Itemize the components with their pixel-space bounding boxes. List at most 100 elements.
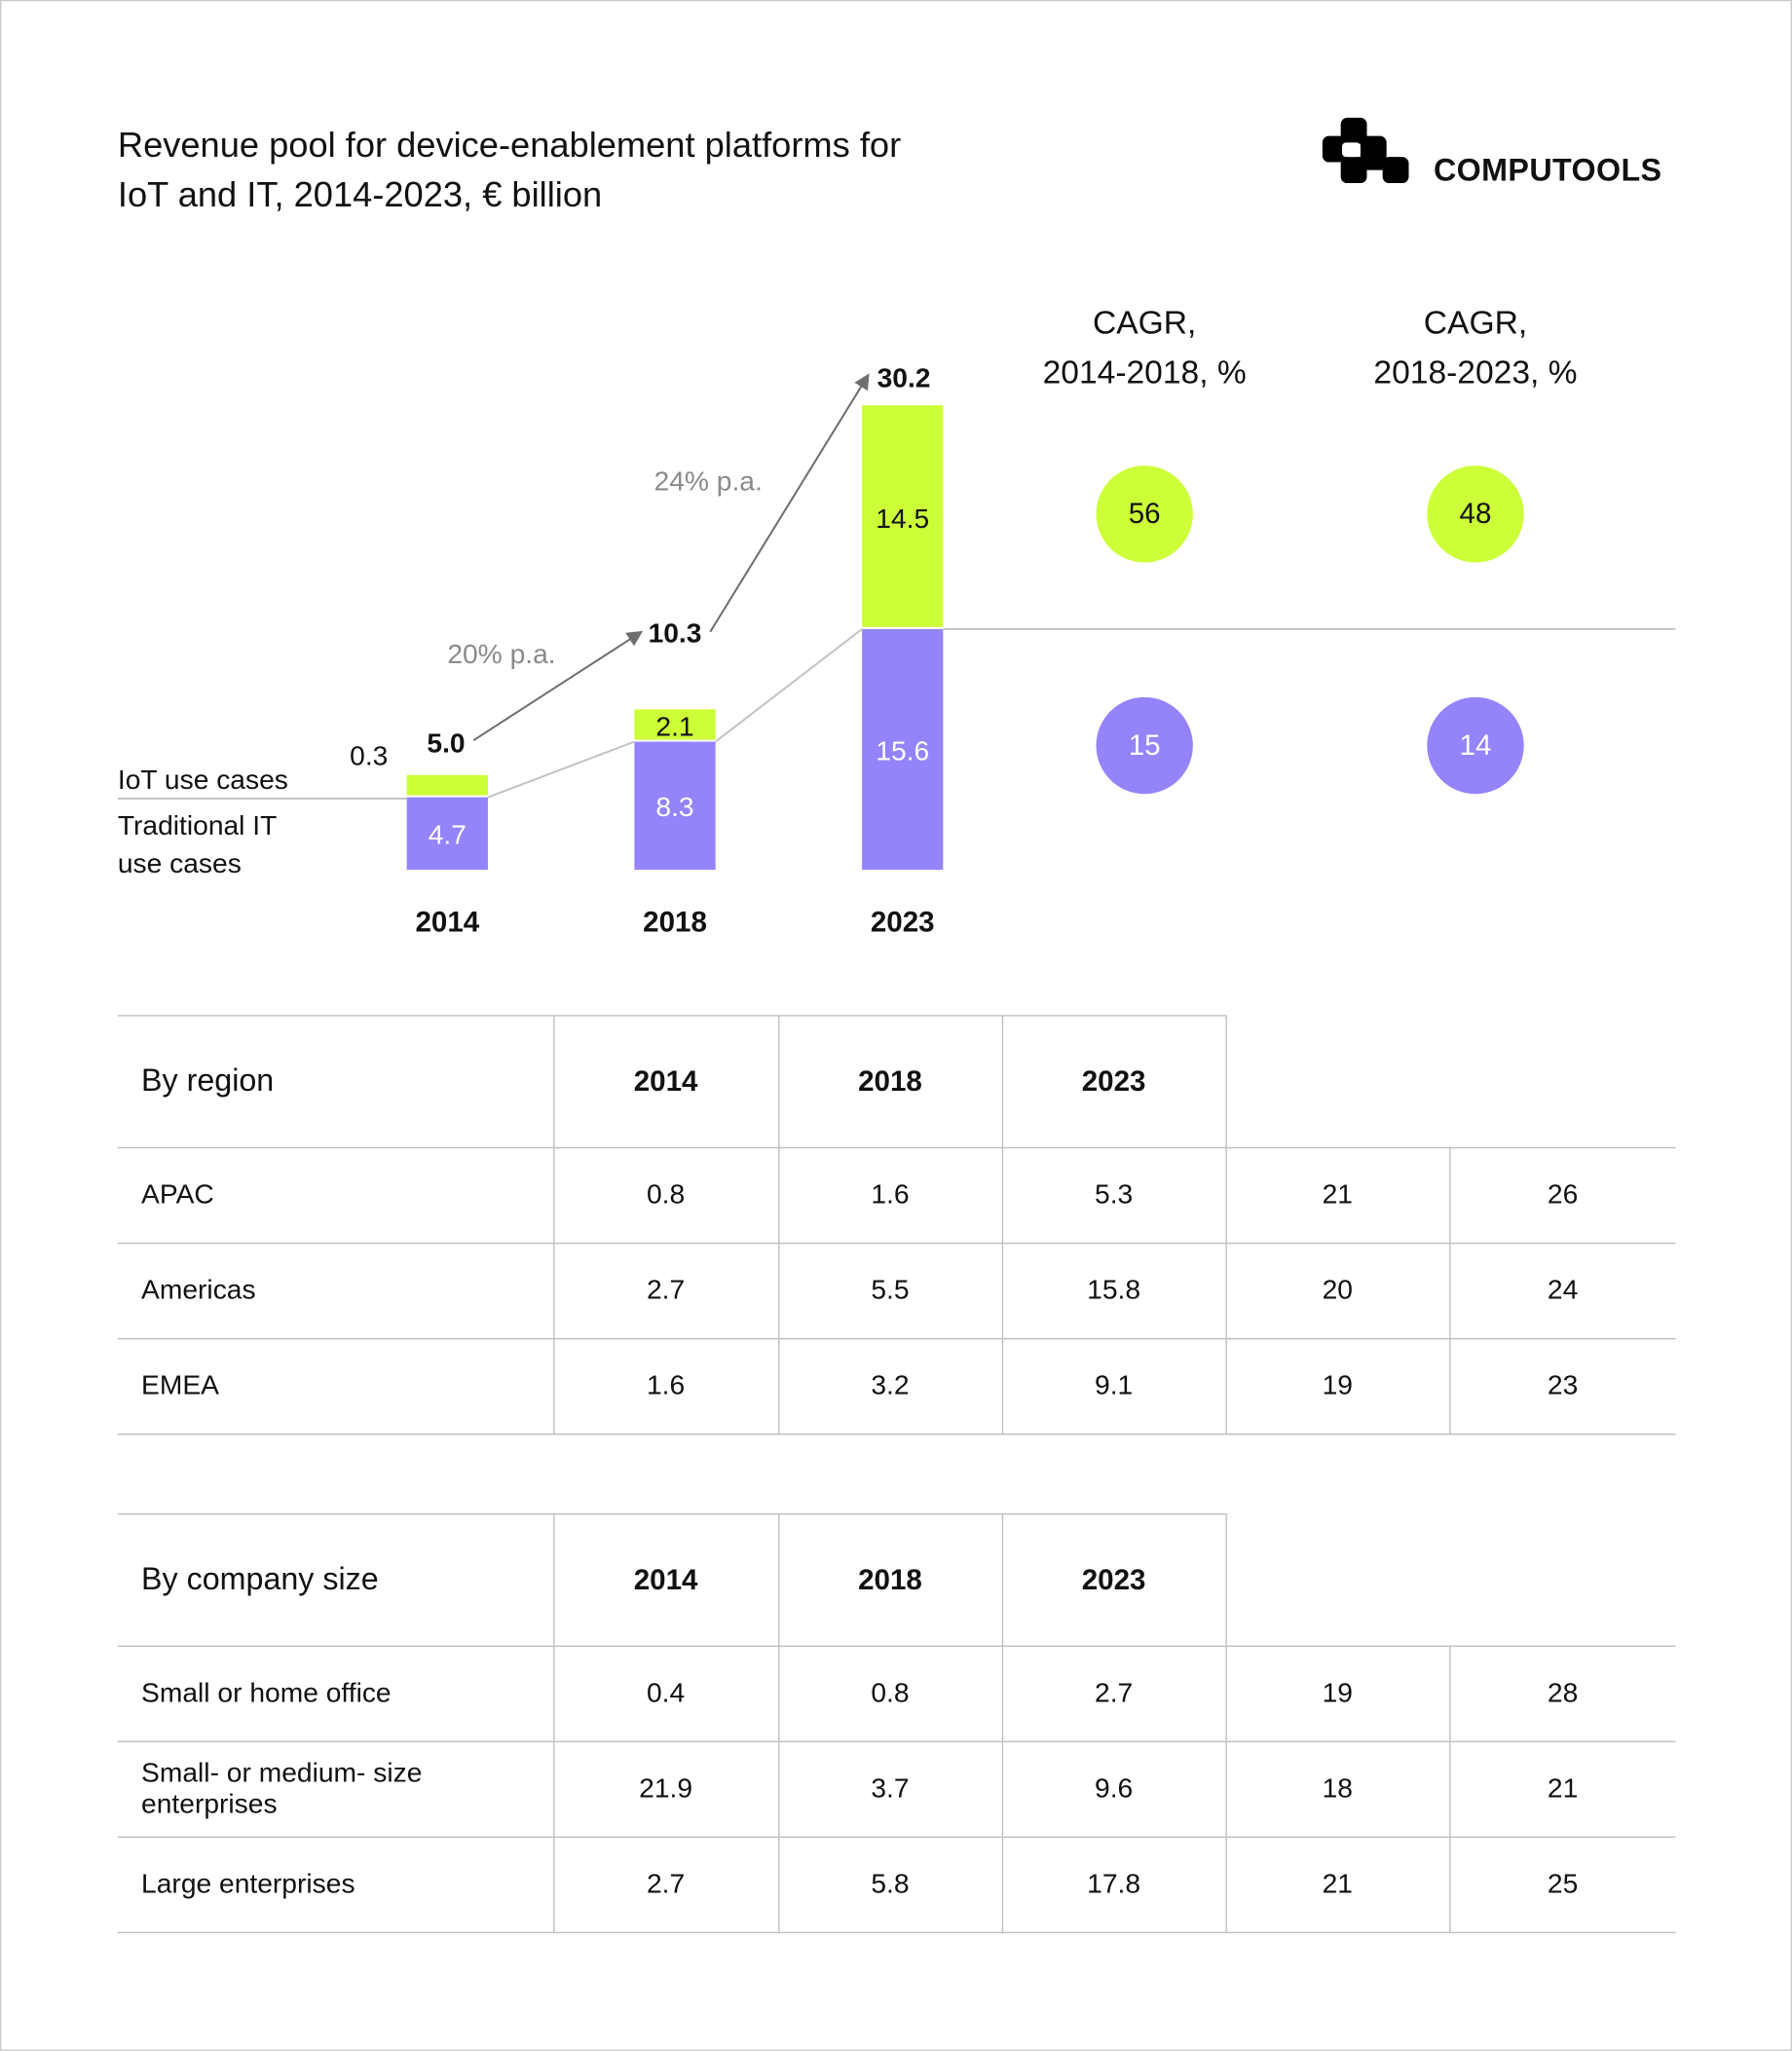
bar-traditional-it (862, 628, 944, 871)
table-cell: 9.1 (1001, 1338, 1226, 1436)
table-cell: 2.7 (1001, 1646, 1226, 1742)
growth-arrow (709, 373, 870, 633)
x-tick-label: 2018 (643, 906, 707, 938)
table-cell: 26 (1448, 1147, 1676, 1245)
x-tick-label: 2014 (415, 906, 479, 938)
table-row: Small or home office 0.4 0.8 2.7 19 28 (117, 1646, 1676, 1742)
table-cell: 3.2 (777, 1338, 1002, 1436)
bar-traditional-it (406, 797, 488, 871)
cagr-iot-2014-2018: 56 (1096, 466, 1193, 563)
table-header-cell: By region (117, 1015, 554, 1149)
table-cell: 2.7 (552, 1837, 779, 1934)
row-label: Americas (117, 1243, 554, 1340)
bar-iot (406, 774, 488, 796)
table-row: Large enterprises 2.7 5.8 17.8 21 25 (117, 1837, 1676, 1934)
computools-logo-icon (1322, 117, 1409, 184)
connector-line (487, 740, 635, 799)
table-header-cell: 2023 (1001, 1512, 1226, 1647)
legend-iot: IoT use cases (118, 764, 288, 795)
connector-line (715, 628, 863, 743)
table-cell: 19 (1224, 1338, 1450, 1436)
table-row: EMEA 1.6 3.2 9.1 19 23 (117, 1338, 1676, 1436)
growth-annotation: 24% p.a. (654, 466, 763, 497)
table-cell: 25 (1448, 1837, 1676, 1934)
total-label: 10.3 (649, 616, 702, 648)
bar-iot (862, 405, 944, 627)
legend-it: Traditional IT (118, 809, 277, 840)
table-cell: 18 (1224, 1741, 1450, 1839)
table-cell: 2.7 (552, 1243, 779, 1340)
legend-it: use cases (118, 847, 242, 878)
table-header-row: By region 2014 2018 2023 (117, 1015, 1676, 1149)
x-tick-label: 2023 (871, 906, 935, 938)
stacked-bar-chart: 4.7 2014 8.3 2.1 2018 15.6 14.5 2023 0.3 5.0 10.3 3… (117, 362, 1676, 938)
cagr-header-line: CAGR, (1093, 304, 1197, 342)
bar-label-it: 15.6 (876, 734, 929, 765)
table-cell: 28 (1448, 1646, 1676, 1742)
row-label: Large enterprises (117, 1837, 554, 1934)
bar-label-iot: 2.1 (655, 711, 693, 742)
chart-title: Revenue pool for device-enablement platf… (118, 121, 901, 220)
table-header-empty (1224, 1015, 1676, 1149)
total-label: 5.0 (427, 727, 465, 758)
cagr-header-2014-2018: CAGR, 2014-2018, % (988, 298, 1301, 397)
cagr-iot-2018-2023: 48 (1427, 466, 1524, 563)
title-line-2: IoT and IT, 2014-2023, € billion (117, 174, 603, 215)
row-label: EMEA (117, 1338, 554, 1436)
table-cell: 21 (1224, 1837, 1450, 1934)
bar-label-iot: 14.5 (876, 503, 929, 534)
table-cell: 19 (1224, 1646, 1450, 1742)
cagr-header-line: 2014-2018, % (1042, 354, 1247, 392)
table-header-cell: 2018 (777, 1512, 1002, 1647)
cagr-header-2018-2023: CAGR, 2018-2023, % (1319, 298, 1632, 397)
company-size-table: By company size 2014 2018 2023 Small or … (117, 1512, 1676, 1934)
row-label: APAC (117, 1147, 554, 1245)
table-row: Small- or medium- size enterprises 21.9 3.… (117, 1741, 1676, 1839)
brand-name: COMPUTOOLS (1434, 153, 1662, 189)
bar-label-it: 8.3 (655, 791, 693, 822)
growth-annotation: 20% p.a. (447, 638, 555, 669)
table-header-empty (1224, 1513, 1676, 1647)
table-cell: 5.5 (777, 1243, 1002, 1340)
table-cell: 5.3 (1001, 1147, 1226, 1245)
title-line-1: Revenue pool for device-enablement platf… (117, 125, 902, 166)
table-cell: 21.9 (552, 1741, 779, 1839)
table-cell: 0.8 (552, 1147, 779, 1245)
bar-label-it: 4.7 (429, 819, 467, 850)
table-cell: 0.4 (552, 1646, 779, 1742)
table-header-cell: 2018 (777, 1015, 1002, 1149)
cagr-header-line: CAGR, (1423, 304, 1528, 342)
table-header-cell: 2014 (552, 1512, 779, 1647)
table-cell: 0.8 (777, 1646, 1002, 1742)
cagr-it-2014-2018: 15 (1096, 696, 1193, 795)
bar-traditional-it (634, 741, 716, 871)
bar-label-iot: 0.3 (350, 740, 388, 771)
table-header-cell: 2014 (552, 1015, 779, 1149)
table-row: APAC 0.8 1.6 5.3 21 26 (117, 1147, 1676, 1245)
table-cell: 15.8 (1001, 1243, 1226, 1340)
table-cell: 1.6 (777, 1147, 1002, 1245)
bar-iot (634, 709, 716, 740)
table-cell: 3.7 (777, 1741, 1002, 1839)
table-cell: 23 (1448, 1338, 1676, 1436)
table-header-row: By company size 2014 2018 2023 (117, 1512, 1676, 1647)
table-cell: 24 (1448, 1243, 1676, 1340)
table-cell: 21 (1448, 1741, 1676, 1839)
row-label: Small or home office (117, 1646, 554, 1742)
cagr-it-2018-2023: 14 (1427, 696, 1524, 795)
table-header-cell: By company size (117, 1512, 554, 1647)
table-row: Americas 2.7 5.5 15.8 20 24 (117, 1243, 1676, 1340)
table-cell: 20 (1224, 1243, 1450, 1340)
row-label: Small- or medium- size enterprises (117, 1741, 554, 1839)
table-header-cell: 2023 (1001, 1015, 1226, 1149)
cagr-header-line: 2018-2023, % (1373, 354, 1578, 392)
growth-arrow (472, 630, 644, 742)
table-cell: 1.6 (552, 1338, 779, 1436)
table-cell: 9.6 (1001, 1741, 1226, 1839)
region-table: By region 2014 2018 2023 APAC 0.8 1.6 5.3 21… (117, 1015, 1676, 1436)
table-cell: 5.8 (777, 1837, 1002, 1934)
table-cell: 17.8 (1001, 1837, 1226, 1934)
table-cell: 21 (1224, 1147, 1450, 1245)
